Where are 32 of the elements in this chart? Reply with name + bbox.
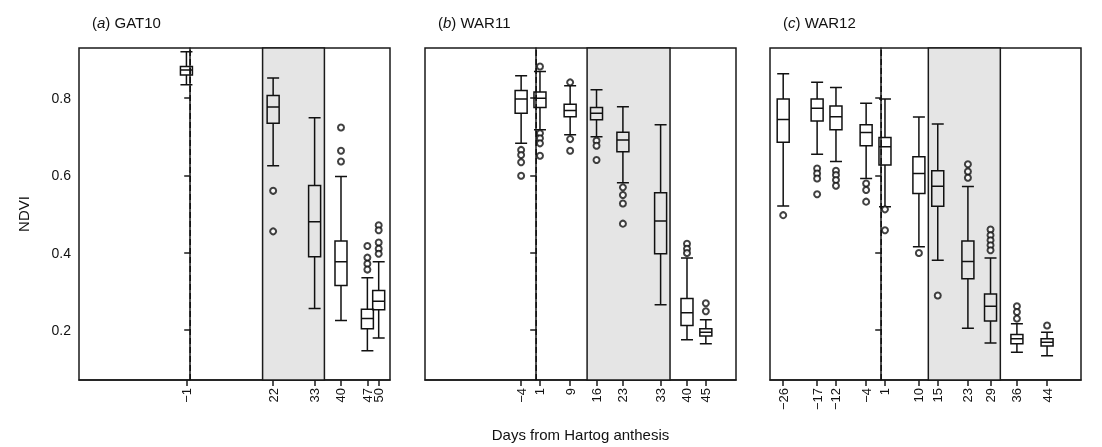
x-tick-label: 1 [877,388,893,396]
x-axis-title: Days from Hartog anthesis [491,426,670,443]
x-tick-label: −4 [513,388,529,403]
x-tick-label: 45 [698,388,714,403]
x-tick-label: 1 [532,388,548,396]
x-tick-label: 40 [333,388,349,403]
x-tick-label: 44 [1039,388,1055,403]
chart-title: (b) WAR11 [438,14,511,31]
x-tick-label: 10 [911,388,927,403]
x-tick-label: −1 [178,388,194,403]
x-tick-label: 22 [265,388,281,403]
x-tick-label: 23 [960,388,976,403]
chart-title: (a) GAT10 [92,14,161,31]
y-tick-label: 0.8 [51,90,72,107]
x-tick-label: −12 [828,388,844,411]
x-tick-label: 16 [589,388,605,403]
y-axis-title: NDVI [15,196,32,232]
chart-title: (c) WAR12 [783,14,856,31]
x-tick-label: 23 [615,388,631,403]
x-tick-label: 33 [653,388,669,403]
x-tick-label: 36 [1009,388,1025,403]
x-tick-label: 29 [983,388,999,403]
x-tick-label: −26 [775,388,791,411]
x-tick-label: 33 [307,388,323,403]
x-tick-label: −4 [858,388,874,403]
y-tick-label: 0.4 [51,244,72,261]
x-tick-label: 15 [930,388,946,403]
x-tick-label: −17 [809,388,825,411]
x-tick-label: 9 [562,388,578,396]
y-tick-label: 0.6 [51,167,72,184]
x-tick-label: 40 [679,388,695,403]
y-tick-label: 0.2 [51,321,72,338]
